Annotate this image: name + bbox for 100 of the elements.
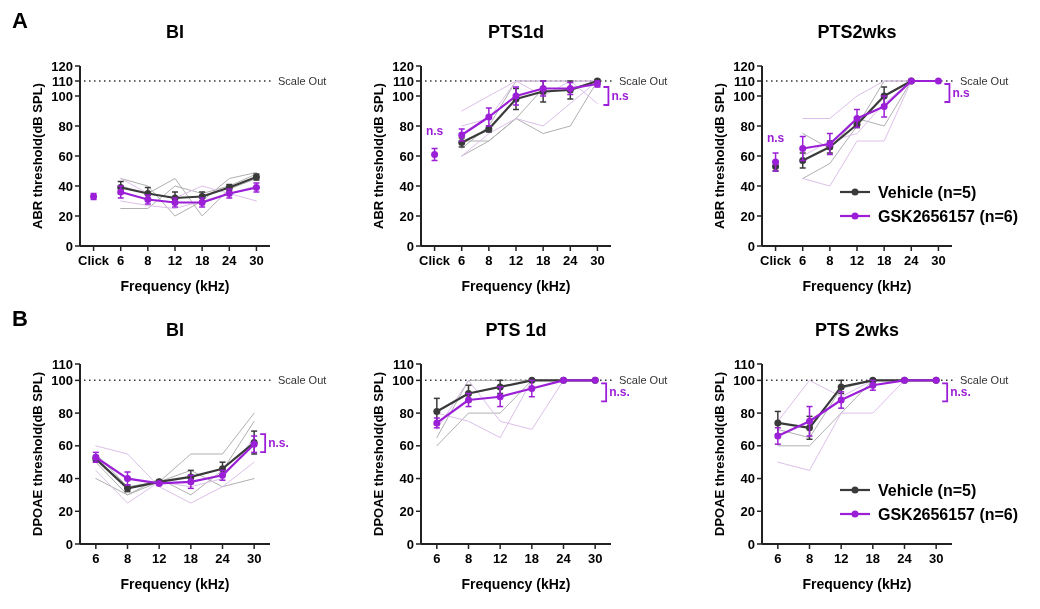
x-axis-title: Frequency (kHz) bbox=[120, 278, 230, 294]
annotation: n.s. bbox=[268, 436, 289, 451]
y-tick-label: 0 bbox=[65, 238, 73, 254]
y-tick-label: 110 bbox=[734, 356, 755, 372]
chart-title: PTS 2wks bbox=[814, 320, 900, 340]
y-tick-label: 80 bbox=[740, 405, 755, 421]
x-tick-label: 6 bbox=[774, 551, 782, 566]
y-tick-label: 20 bbox=[740, 208, 755, 224]
legend-label: GSK2656157 (n=6) bbox=[878, 506, 1019, 523]
y-tick-label: 120 bbox=[733, 58, 755, 74]
y-tick-label: 80 bbox=[58, 118, 73, 134]
y-tick-label: 110 bbox=[393, 73, 414, 89]
ref-line-label: Scale Out bbox=[619, 374, 668, 387]
y-tick-label: 100 bbox=[392, 372, 414, 388]
y-tick-label: 40 bbox=[399, 178, 414, 194]
x-tick-label: 18 bbox=[524, 551, 540, 566]
y-axis-title: DPOAE threshold(dB SPL) bbox=[371, 372, 386, 536]
x-tick-label: 30 bbox=[246, 551, 262, 566]
y-tick-label: 100 bbox=[733, 372, 755, 388]
y-axis-title: DPOAE threshold(dB SPL) bbox=[30, 372, 45, 536]
y-tick-label: 0 bbox=[406, 536, 414, 552]
y-tick-label: 0 bbox=[747, 238, 755, 254]
y-axis-title: ABR threshold(dB SPL) bbox=[30, 83, 45, 229]
y-tick-label: 60 bbox=[740, 438, 755, 454]
x-tick-label: 30 bbox=[249, 253, 264, 268]
y-tick-label: 100 bbox=[392, 88, 414, 104]
y-axis-title: DPOAE threshold(dB SPL) bbox=[712, 372, 727, 536]
x-tick-label: 18 bbox=[183, 551, 199, 566]
annotation: n.s bbox=[766, 131, 785, 145]
x-tick-label: Click bbox=[78, 253, 110, 268]
x-tick-label: 18 bbox=[535, 253, 551, 268]
x-tick-label: 12 bbox=[833, 551, 849, 566]
y-tick-label: 40 bbox=[58, 178, 73, 194]
x-tick-label: 8 bbox=[123, 551, 132, 566]
y-tick-label: 100 bbox=[51, 372, 73, 388]
x-tick-label: 6 bbox=[117, 253, 125, 268]
x-tick-label: 8 bbox=[485, 253, 493, 268]
text: B bbox=[12, 306, 28, 331]
y-tick-label: 60 bbox=[58, 148, 73, 164]
chart-title: PTS1d bbox=[487, 22, 545, 42]
x-tick-label: 24 bbox=[897, 551, 913, 566]
x-tick-label: 6 bbox=[92, 551, 100, 566]
y-tick-label: 0 bbox=[65, 536, 73, 552]
x-tick-label: 8 bbox=[464, 551, 473, 566]
y-tick-label: 20 bbox=[399, 503, 414, 519]
x-axis-title: Frequency (kHz) bbox=[802, 576, 912, 592]
x-tick-label: 8 bbox=[144, 253, 152, 268]
y-tick-label: 60 bbox=[58, 438, 73, 454]
x-tick-label: 8 bbox=[805, 551, 814, 566]
y-tick-label: 80 bbox=[740, 118, 755, 134]
x-tick-label: 24 bbox=[222, 253, 238, 268]
y-axis-title: ABR threshold(dB SPL) bbox=[371, 83, 386, 229]
text: A bbox=[12, 8, 28, 33]
y-tick-label: 120 bbox=[51, 58, 73, 74]
x-tick-label: 12 bbox=[151, 551, 167, 566]
y-tick-label: 60 bbox=[399, 148, 414, 164]
y-tick-label: 110 bbox=[52, 73, 73, 89]
ref-line-label: Scale Out bbox=[960, 75, 1009, 87]
chart-title: BI bbox=[166, 320, 184, 340]
x-tick-label: Click bbox=[419, 253, 451, 268]
x-tick-label: 12 bbox=[167, 253, 183, 268]
x-tick-label: 30 bbox=[587, 551, 603, 566]
x-tick-label: 6 bbox=[458, 253, 466, 268]
chart-title: BI bbox=[166, 22, 184, 42]
y-axis-title: ABR threshold(dB SPL) bbox=[712, 83, 727, 229]
x-tick-label: 18 bbox=[876, 253, 892, 268]
y-tick-label: 110 bbox=[734, 73, 755, 89]
x-tick-label: 30 bbox=[590, 253, 605, 268]
y-tick-label: 100 bbox=[733, 88, 755, 104]
legend-label: Vehicle (n=5) bbox=[878, 184, 977, 201]
ref-line-label: Scale Out bbox=[960, 374, 1009, 387]
y-tick-label: 120 bbox=[392, 58, 414, 74]
y-tick-label: 40 bbox=[399, 471, 414, 487]
annotation: n.s. bbox=[950, 385, 971, 400]
x-axis-title: Frequency (kHz) bbox=[120, 576, 230, 592]
x-tick-label: 30 bbox=[928, 551, 944, 566]
annotation: n.s. bbox=[609, 385, 630, 400]
y-tick-label: 110 bbox=[52, 356, 73, 372]
y-tick-label: 80 bbox=[399, 405, 414, 421]
y-tick-label: 110 bbox=[393, 356, 414, 372]
annotation: n.s bbox=[952, 86, 971, 100]
y-tick-label: 0 bbox=[406, 238, 414, 254]
y-tick-label: 60 bbox=[399, 438, 414, 454]
x-tick-label: 12 bbox=[508, 253, 524, 268]
annotation: n.s bbox=[425, 123, 444, 138]
x-tick-label: 12 bbox=[492, 551, 508, 566]
x-axis-title: Frequency (kHz) bbox=[461, 576, 571, 592]
ref-line-label: Scale Out bbox=[278, 374, 327, 387]
x-tick-label: 30 bbox=[931, 253, 946, 268]
y-tick-label: 40 bbox=[740, 178, 755, 194]
legend-label: GSK2656157 (n=6) bbox=[878, 208, 1019, 225]
y-tick-label: 40 bbox=[740, 471, 755, 487]
ref-line-label: Scale Out bbox=[278, 75, 327, 87]
x-tick-label: 18 bbox=[194, 253, 210, 268]
x-tick-label: 6 bbox=[799, 253, 807, 268]
y-tick-label: 20 bbox=[58, 503, 73, 519]
y-tick-label: 20 bbox=[740, 503, 755, 519]
y-tick-label: 60 bbox=[740, 148, 755, 164]
y-tick-label: 20 bbox=[399, 208, 414, 224]
y-tick-label: 0 bbox=[747, 536, 755, 552]
